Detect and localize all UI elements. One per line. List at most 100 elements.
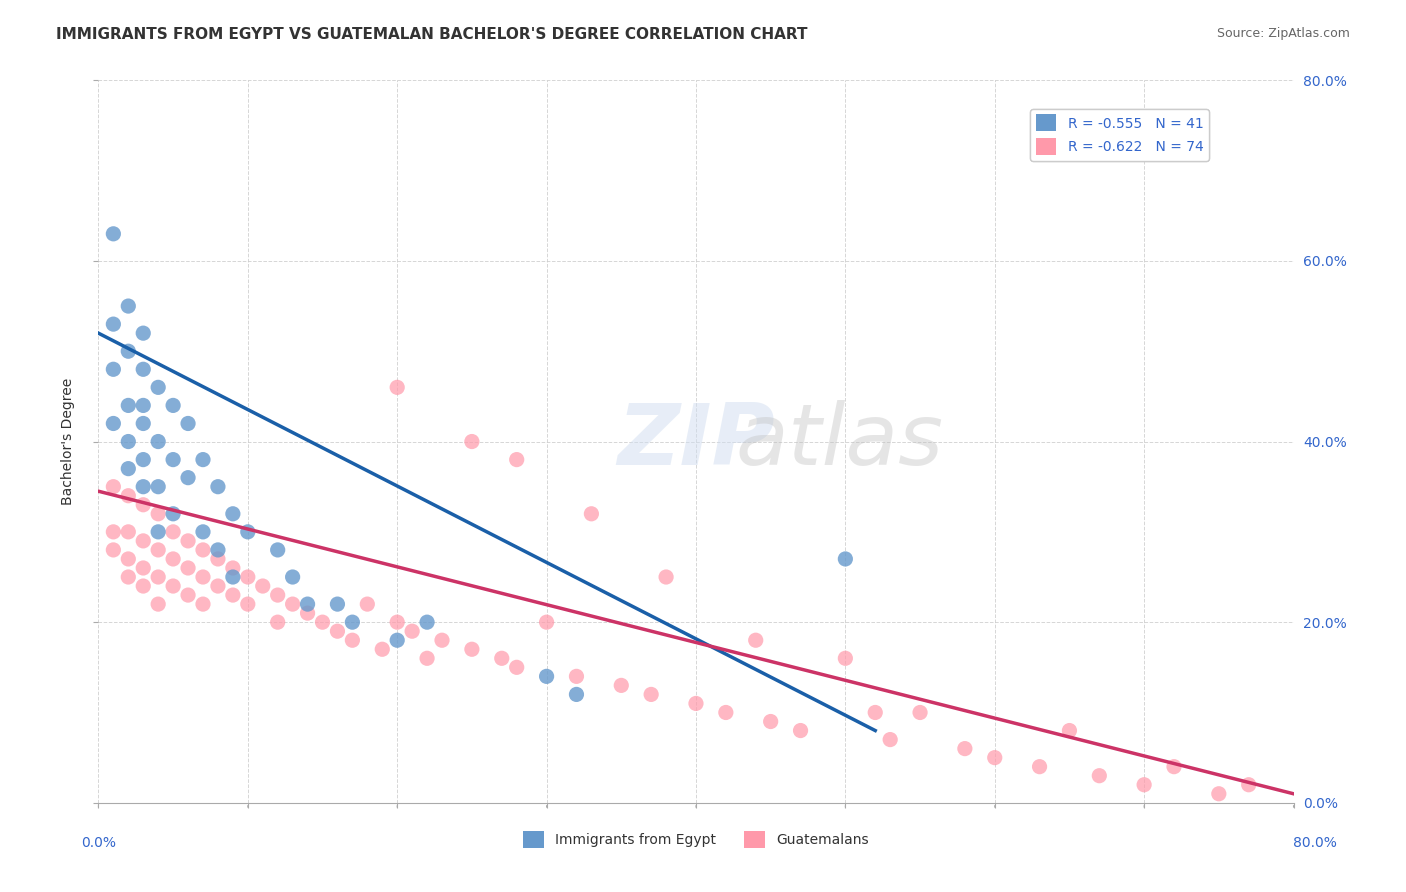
Text: Source: ZipAtlas.com: Source: ZipAtlas.com [1216,27,1350,40]
Point [401,624,423,639]
Point [640,687,662,701]
Point [148,507,170,521]
Point [162,552,184,566]
Point [326,624,349,639]
Point [117,398,139,412]
Point [222,588,245,602]
Point [117,299,139,313]
Point [1088,769,1111,783]
Point [685,697,707,711]
Point [953,741,976,756]
Point [103,524,125,539]
Point [789,723,811,738]
Point [1208,787,1230,801]
Point [1028,760,1050,774]
Point [132,498,155,512]
Point [1163,760,1185,774]
Point [132,417,155,431]
Point [162,398,184,412]
Point [655,570,678,584]
Text: 80.0%: 80.0% [1292,836,1337,850]
Point [191,452,214,467]
Y-axis label: Bachelor's Degree: Bachelor's Degree [60,378,75,505]
Point [207,542,229,557]
Point [267,542,290,557]
Text: ZIP: ZIP [617,400,775,483]
Point [236,597,259,611]
Legend: R = -0.555   N = 41, R = -0.622   N = 74: R = -0.555 N = 41, R = -0.622 N = 74 [1031,109,1209,161]
Point [191,524,214,539]
Point [1059,723,1081,738]
Point [132,326,155,340]
Point [236,570,259,584]
Point [117,524,139,539]
Point [865,706,887,720]
Point [297,606,319,620]
Point [1133,778,1156,792]
Point [416,615,439,630]
Point [610,678,633,692]
Point [148,434,170,449]
Point [191,542,214,557]
Point [267,615,290,630]
Point [148,597,170,611]
Point [222,561,245,575]
Point [117,552,139,566]
Point [177,588,200,602]
Point [162,579,184,593]
Point [148,542,170,557]
Point [371,642,394,657]
Point [103,227,125,241]
Point [117,461,139,475]
Point [191,597,214,611]
Point [177,471,200,485]
Point [759,714,782,729]
Legend: Immigrants from Egypt, Guatemalans: Immigrants from Egypt, Guatemalans [517,826,875,854]
Point [461,434,484,449]
Point [834,552,856,566]
Point [565,687,588,701]
Point [117,344,139,359]
Text: 0.0%: 0.0% [82,836,115,850]
Text: IMMIGRANTS FROM EGYPT VS GUATEMALAN BACHELOR'S DEGREE CORRELATION CHART: IMMIGRANTS FROM EGYPT VS GUATEMALAN BACH… [56,27,807,42]
Point [581,507,603,521]
Point [103,542,125,557]
Point [103,417,125,431]
Point [506,452,529,467]
Point [132,480,155,494]
Point [908,706,931,720]
Point [117,434,139,449]
Point [103,362,125,376]
Point [177,561,200,575]
Point [148,524,170,539]
Point [311,615,333,630]
Text: atlas: atlas [735,400,943,483]
Point [281,597,304,611]
Point [326,597,349,611]
Point [385,615,409,630]
Point [1237,778,1260,792]
Point [834,651,856,665]
Point [132,533,155,548]
Point [342,615,364,630]
Point [491,651,513,665]
Point [162,507,184,521]
Point [148,570,170,584]
Point [461,642,484,657]
Point [342,633,364,648]
Point [385,380,409,394]
Point [385,633,409,648]
Point [506,660,529,674]
Point [132,362,155,376]
Point [252,579,274,593]
Point [132,452,155,467]
Point [207,480,229,494]
Point [356,597,378,611]
Point [267,588,290,602]
Point [162,452,184,467]
Point [148,380,170,394]
Point [430,633,453,648]
Point [132,579,155,593]
Point [117,489,139,503]
Point [536,669,558,683]
